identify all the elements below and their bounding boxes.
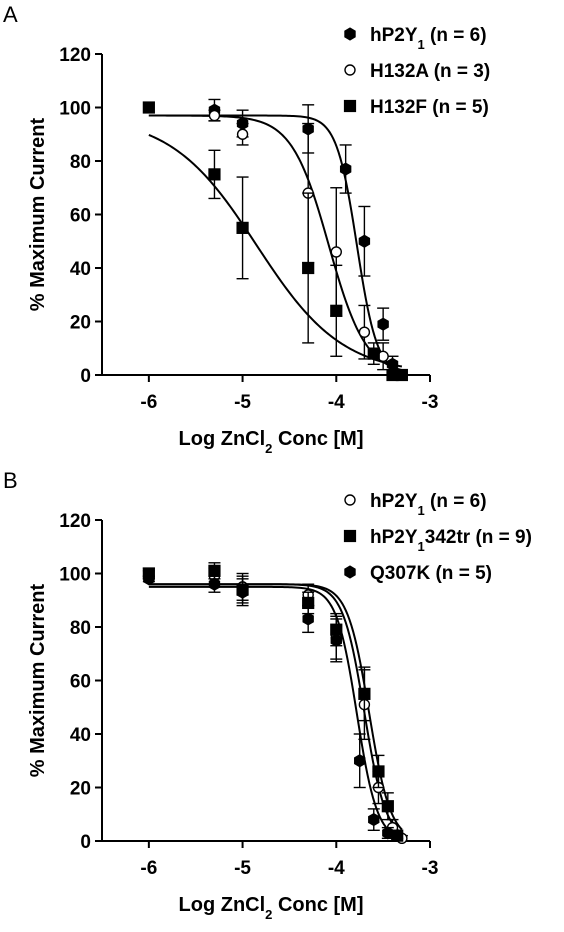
- data-point: [142, 101, 155, 114]
- data-point: [367, 347, 380, 360]
- legend-label-1: hP2Y1 (n = 6): [370, 491, 487, 518]
- data-point: [236, 128, 249, 140]
- data-point: [208, 564, 221, 577]
- data-point: [339, 162, 352, 176]
- legend-marker-3: [343, 99, 357, 113]
- y-tick-label: 0: [80, 832, 91, 853]
- x-axis-title: Log ZnCl2 Conc [M]: [179, 894, 364, 922]
- x-tick-label: -3: [422, 858, 439, 879]
- data-point: [208, 168, 221, 181]
- legend-label-2: H132A (n = 3): [370, 61, 490, 82]
- y-tick-label: 0: [80, 366, 91, 387]
- y-tick-label: 100: [59, 99, 91, 120]
- y-axis-title: % Maximum Current: [27, 117, 49, 311]
- panel-letter-a: A: [3, 2, 18, 27]
- chart-b-svg: B 0 20 40 60 80 100 120 -6 -5 -4 -3 % Maximum Curren…: [3, 468, 532, 922]
- y-tick-label: 80: [70, 618, 91, 639]
- chart-panel-b: B 0 20 40 60 80 100 120 -6 -5 -4 -3 % Maximum Curren…: [0, 466, 564, 932]
- legend-label-2: hP2Y1342tr (n = 9): [370, 527, 532, 554]
- legend-label-3: H132F (n = 5): [370, 97, 489, 118]
- fit-curve-series-3: [148, 134, 403, 368]
- x-tick-label: -6: [140, 858, 157, 879]
- data-point: [358, 687, 371, 700]
- x-tick-label: -5: [234, 392, 251, 413]
- data-point: [330, 633, 342, 647]
- data-point: [302, 612, 314, 626]
- y-axis-title: % Maximum Current: [27, 583, 49, 777]
- legend-label-1: hP2Y1 (n = 6): [370, 25, 487, 52]
- data-point: [208, 577, 221, 591]
- data-point: [330, 246, 342, 258]
- legend-marker-2: [343, 529, 357, 543]
- data-point: [143, 572, 155, 586]
- data-point: [330, 304, 343, 317]
- chart-panel-a: A 0 20 40 60 80 100 120 -6 -5 -4 -3 % Maximum Curren…: [3, 2, 490, 456]
- data-point: [372, 765, 385, 778]
- y-tick-label: 60: [70, 672, 91, 693]
- legend-marker-1: [344, 494, 356, 506]
- x-tick-label: -4: [328, 858, 345, 879]
- series-3-points: [142, 101, 408, 382]
- y-tick-label: 60: [70, 206, 91, 227]
- data-point: [236, 221, 249, 234]
- x-tick-label: -3: [422, 392, 439, 413]
- chart-a-svg: A 0 20 40 60 80 100 120 -6 -5 -4 -3 % Maximum Curren…: [3, 2, 490, 456]
- data-point: [381, 800, 394, 813]
- legend-label-3: Q307K (n = 5): [370, 563, 492, 584]
- series-1-points: [142, 567, 408, 845]
- data-point: [358, 234, 371, 248]
- legend-marker-1: [344, 27, 356, 41]
- data-point: [386, 357, 399, 371]
- data-point: [358, 326, 371, 338]
- x-axis-title: Log ZnCl2 Conc [M]: [179, 428, 364, 456]
- series-3-points: [142, 572, 394, 840]
- y-tick-label: 40: [70, 259, 91, 280]
- data-point: [368, 813, 380, 827]
- legend-marker-3: [344, 565, 356, 579]
- x-tick-label: -6: [140, 392, 157, 413]
- legend-marker-2: [344, 64, 356, 76]
- data-point: [302, 261, 315, 275]
- y-tick-label: 40: [70, 725, 91, 746]
- y-tick-label: 20: [70, 779, 91, 800]
- data-point: [395, 368, 408, 382]
- data-point: [354, 754, 366, 768]
- data-point: [236, 585, 249, 599]
- y-tick-label: 120: [59, 45, 91, 66]
- x-tick-label: -4: [328, 392, 345, 413]
- fit-curve-series-3: [148, 585, 403, 839]
- fit-curve-series-2: [148, 583, 403, 831]
- y-tick-label: 20: [70, 313, 91, 334]
- y-tick-label: 100: [59, 565, 91, 586]
- y-tick-label: 80: [70, 152, 91, 173]
- data-point: [377, 317, 389, 331]
- series-2-points: [142, 562, 404, 842]
- data-point: [382, 826, 394, 840]
- panel-letter-b: B: [3, 468, 18, 493]
- data-point: [208, 109, 221, 122]
- y-tick-label: 120: [59, 511, 91, 532]
- x-tick-label: -5: [234, 858, 251, 879]
